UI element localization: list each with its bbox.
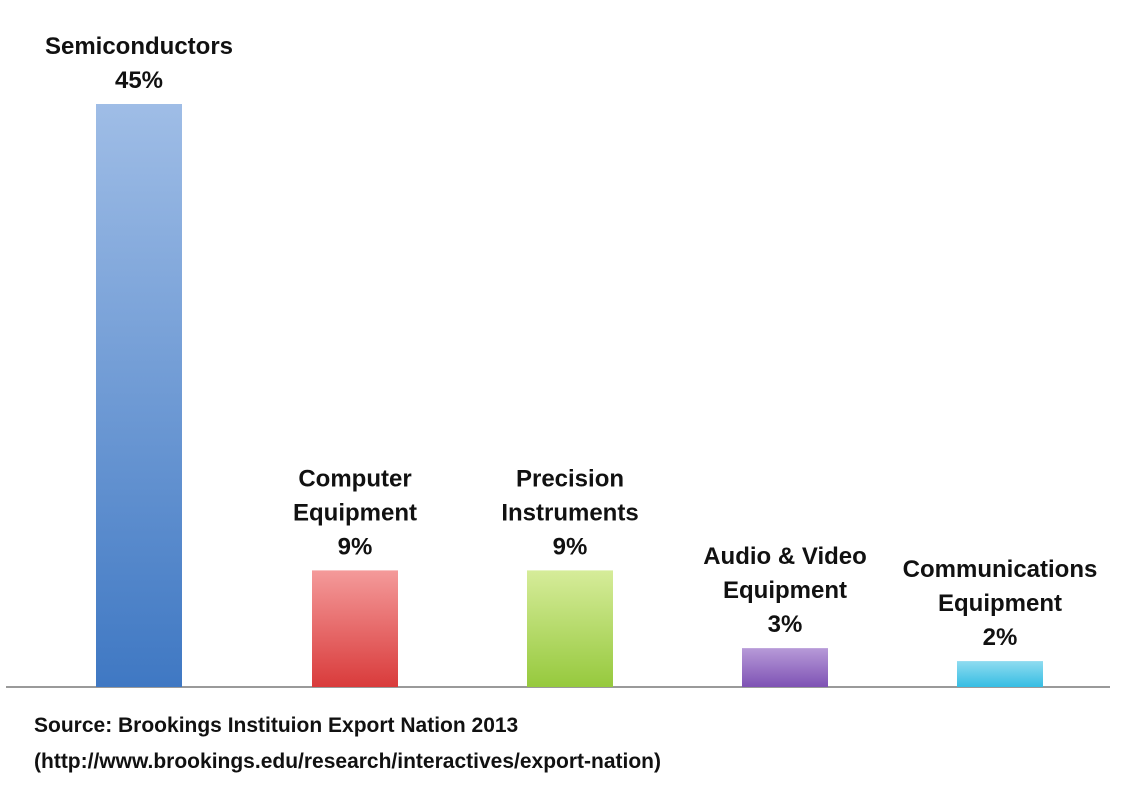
bar-chart: Semiconductors 45% Computer Equipment 9% Prec… xyxy=(6,33,1110,688)
bar-communications-equipment xyxy=(957,661,1043,687)
bar-computer-equipment xyxy=(312,570,398,687)
value-label-semiconductors: 45% xyxy=(115,67,163,94)
category-label-computer-equipment-2: Equipment xyxy=(293,499,417,526)
value-label-communications-equipment: 2% xyxy=(983,624,1018,651)
category-label-semiconductors-1: Semiconductors xyxy=(45,33,233,60)
source-text: Source: Brookings Instituion Export Nati… xyxy=(34,714,519,737)
source-url: (http://www.brookings.edu/research/inter… xyxy=(34,750,661,773)
category-label-computer-equipment-1: Computer xyxy=(298,465,411,492)
category-label-communications-equipment-1: Communications xyxy=(903,556,1098,583)
value-label-computer-equipment: 9% xyxy=(338,533,373,560)
category-label-communications-equipment-2: Equipment xyxy=(938,590,1062,617)
value-label-precision-instruments: 9% xyxy=(553,533,588,560)
category-label-audio-and-video-equipment-1: Audio & Video xyxy=(703,543,867,570)
category-label-precision-instruments-2: Instruments xyxy=(501,499,638,526)
bar-audio-and-video-equipment xyxy=(742,648,828,687)
category-label-audio-and-video-equipment-2: Equipment xyxy=(723,577,847,604)
category-label-precision-instruments-1: Precision xyxy=(516,465,624,492)
bar-precision-instruments xyxy=(527,570,613,687)
bar-semiconductors xyxy=(96,104,182,687)
value-label-audio-and-video-equipment: 3% xyxy=(768,611,803,638)
